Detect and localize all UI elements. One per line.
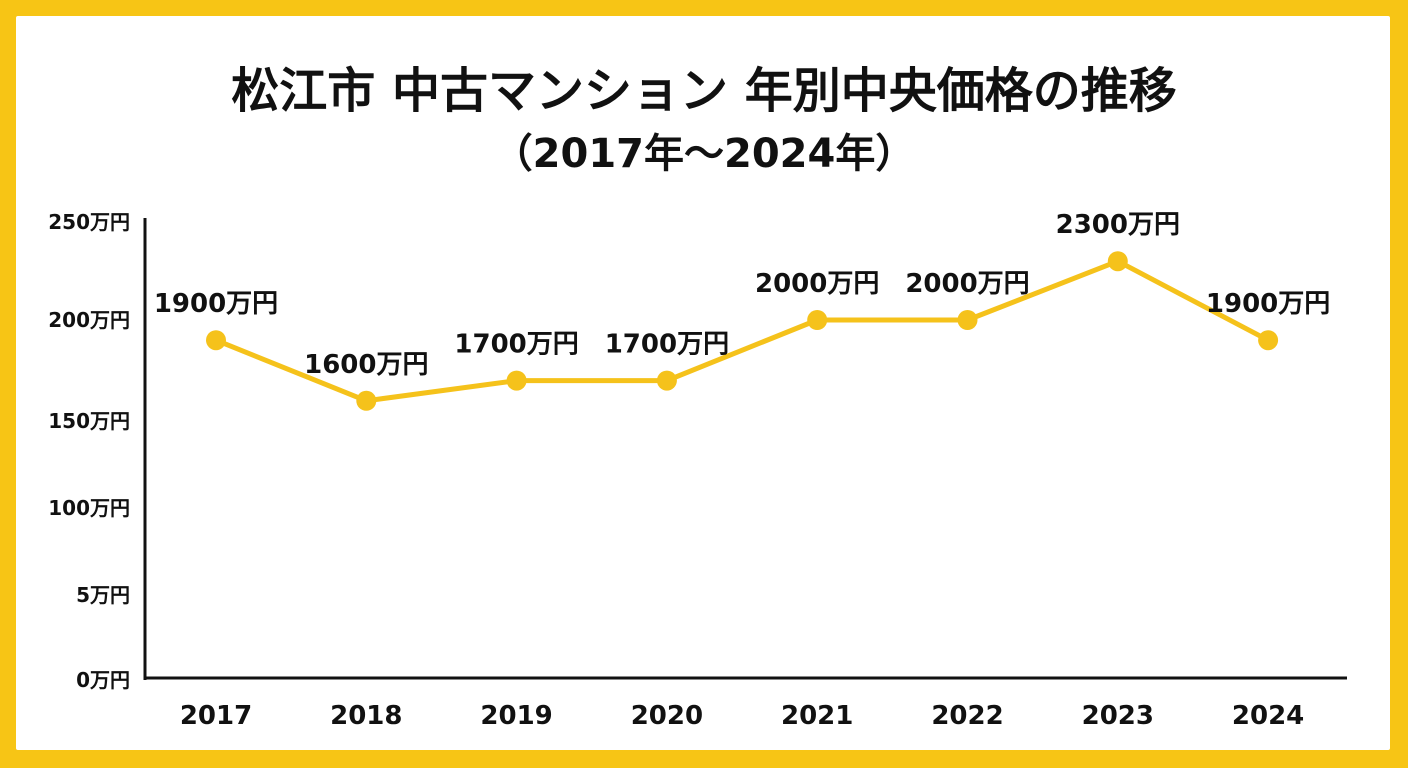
x-tick-labels: 2017 2018 2019 2020 2021 2022 2023 2024: [180, 701, 1304, 731]
x-tick-label: 2023: [1082, 701, 1154, 731]
data-point: [957, 310, 978, 330]
data-label: 2000万円: [905, 269, 1029, 299]
x-tick-label: 2018: [330, 701, 402, 731]
series-line: [213, 258, 1271, 404]
y-tick-label: 0万円: [76, 668, 130, 692]
y-tick-label: 250万円: [48, 210, 130, 234]
x-tick-label: 2024: [1232, 701, 1304, 731]
data-point: [807, 310, 828, 330]
data-point: [206, 330, 226, 351]
chart-title: 松江市 中古マンション 年別中央価格の推移: [231, 63, 1177, 119]
data-point: [356, 390, 377, 411]
chart-subtitle: （2017年〜2024年）: [492, 131, 916, 177]
data-point: [1258, 330, 1279, 351]
y-tick-label: 100万円: [48, 496, 130, 520]
chart-panel: [16, 16, 1390, 750]
data-label: 1600万円: [304, 350, 428, 380]
data-point: [1107, 251, 1128, 272]
x-tick-label: 2020: [631, 701, 703, 731]
y-tick-labels: 0万円 5万円 100万円 150万円 200万円 250万円: [48, 210, 130, 692]
data-label: 1900万円: [154, 289, 278, 319]
x-tick-label: 2017: [180, 701, 252, 731]
data-labels: 1900万円 1600万円 1700万円 1700万円 2000万円 2000万円 2300…: [154, 210, 1330, 380]
y-tick-label: 200万円: [48, 308, 130, 332]
data-label: 1700万円: [605, 330, 729, 360]
y-tick-label: 150万円: [48, 409, 130, 433]
data-label: 1900万円: [1206, 289, 1330, 319]
data-label: 2300万円: [1056, 210, 1180, 240]
x-tick-label: 2022: [931, 701, 1003, 731]
data-label: 2000万円: [755, 269, 879, 299]
x-tick-label: 2019: [480, 701, 552, 731]
data-point: [506, 370, 527, 391]
data-points: [206, 251, 1279, 411]
y-tick-label: 5万円: [76, 583, 130, 607]
data-label: 1700万円: [454, 330, 578, 360]
data-point: [656, 370, 677, 391]
x-tick-label: 2021: [781, 701, 853, 731]
